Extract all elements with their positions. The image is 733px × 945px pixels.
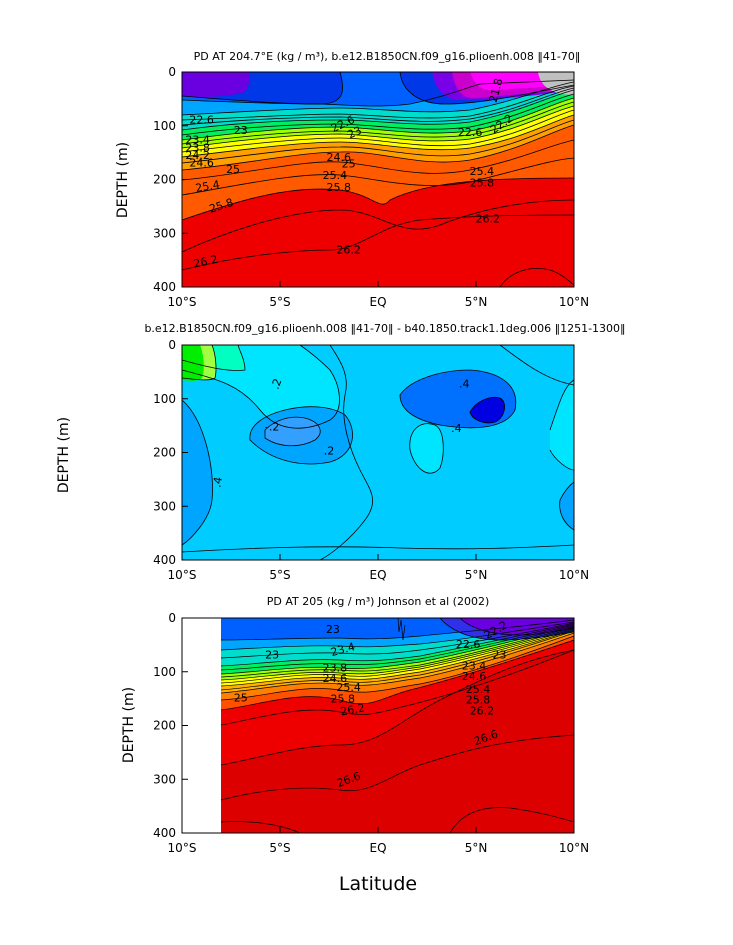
x-tick-label: EQ <box>369 568 386 582</box>
y-tick-label: 100 <box>153 665 176 679</box>
contour-label: 26.2 <box>336 243 361 256</box>
x-tick-label: 5°S <box>269 841 290 855</box>
contour-label: 25.8 <box>330 693 355 706</box>
contour-label: 25.4 <box>336 681 361 694</box>
contour-label: 26.2 <box>476 213 501 226</box>
panel-3-field <box>220 618 574 833</box>
contour-label: 24.6 <box>462 670 487 683</box>
contour-label: 26.2 <box>339 701 365 718</box>
y-tick-label: 300 <box>153 772 176 786</box>
contour-label: 24.6 <box>323 672 348 685</box>
contour-label: -.2 <box>265 421 279 434</box>
x-tick-label: 5°S <box>269 295 290 309</box>
y-tick-label: 400 <box>153 826 176 840</box>
x-tick-label: 5°S <box>269 568 290 582</box>
panel-3: PD AT 205 (kg / m³) Johnson et al (2002) <box>121 595 589 855</box>
panel-2-y-ticks: 0 100 200 300 400 <box>153 338 188 567</box>
panel-1-x-ticks: 10°S 5°S EQ 5°N 10°N <box>168 281 589 309</box>
contour-label: 23.4 <box>462 659 487 672</box>
contour-label: 23.8 <box>185 141 210 154</box>
panel-3-x-ticks: 10°S 5°S EQ 5°N 10°N <box>168 827 589 855</box>
y-tick-label: 0 <box>168 65 176 79</box>
x-tick-label: EQ <box>369 841 386 855</box>
contour-label: .2 <box>324 444 335 457</box>
y-tick-label: 400 <box>153 280 176 294</box>
x-tick-label: 5°N <box>465 841 488 855</box>
contour-label: 23 <box>265 649 279 662</box>
contour-label: 23 <box>234 124 248 137</box>
contour-label: 25.8 <box>470 177 495 190</box>
x-tick-label: 10°S <box>168 295 197 309</box>
panel-2-x-ticks: 10°S 5°S EQ 5°N 10°N <box>168 554 589 582</box>
contour-label: .2 <box>269 377 285 391</box>
y-tick-label: 100 <box>153 392 176 406</box>
panel-2-ylabel: DEPTH (m) <box>56 417 72 493</box>
panel-2-field <box>182 345 574 560</box>
y-tick-label: 0 <box>168 338 176 352</box>
y-tick-label: 200 <box>153 719 176 733</box>
contour-label: 24.6 <box>327 151 352 164</box>
y-tick-label: 200 <box>153 173 176 187</box>
panel-3-ylabel: DEPTH (m) <box>121 687 137 763</box>
contour-label: 24.6 <box>189 156 214 169</box>
contour-label: 23 <box>493 649 507 662</box>
y-tick-label: 0 <box>168 611 176 625</box>
panel-1-field <box>182 72 574 287</box>
contour-label: 25 <box>226 163 240 176</box>
contour-label: 25 <box>234 692 248 705</box>
contour-label: 24.2 <box>185 149 210 162</box>
contour-label: 22.6 <box>189 113 214 126</box>
y-tick-label: 300 <box>153 499 176 513</box>
x-tick-label: 10°S <box>168 841 197 855</box>
contour-label: .4 <box>451 422 462 435</box>
panel-2-title: b.e12.B1850CN.f09_g16.plioenh.008 ‖41-70… <box>144 322 625 335</box>
contour-label: 25.4 <box>470 165 495 178</box>
panel-1-y-ticks: 0 100 200 300 400 <box>153 65 188 294</box>
y-tick-label: 100 <box>153 119 176 133</box>
contour-label: 22.6 <box>458 126 483 139</box>
contour-label: 25.8 <box>327 181 352 194</box>
x-tick-label: 10°N <box>559 841 589 855</box>
panel-3-y-ticks: 0 100 200 300 400 <box>153 611 188 840</box>
y-tick-label: 200 <box>153 446 176 460</box>
contour-label: 25.4 <box>466 683 491 696</box>
contour-label: 25.4 <box>194 178 220 195</box>
x-tick-label: 5°N <box>465 295 488 309</box>
panel-2: b.e12.B1850CN.f09_g16.plioenh.008 ‖41-70… <box>56 322 626 582</box>
y-tick-label: 400 <box>153 553 176 567</box>
contour-label: 23 <box>326 623 340 636</box>
contour-label: 23.4 <box>329 640 356 659</box>
contour-label: 25.8 <box>466 694 491 707</box>
contour-label: 23 <box>346 124 364 142</box>
contour-label: 26.2 <box>470 704 495 717</box>
panel-3-title: PD AT 205 (kg / m³) Johnson et al (2002) <box>267 595 490 608</box>
contour-label: 21.8 <box>487 77 506 104</box>
contour-label: 23.8 <box>323 661 348 674</box>
contour-label: 25.4 <box>323 169 348 182</box>
panel-1: PD AT 204.7°E (kg / m³), b.e12.B1850CN.f… <box>115 50 589 309</box>
panel-1-title: PD AT 204.7°E (kg / m³), b.e12.B1850CN.f… <box>194 50 581 63</box>
x-axis-label: Latitude <box>339 873 417 895</box>
x-tick-label: 10°N <box>559 295 589 309</box>
panel-2-contour-labels: .2 .2 -.2 .4 .4 .4 <box>210 377 469 489</box>
contour-label: 25 <box>342 157 356 170</box>
y-tick-label: 300 <box>153 226 176 240</box>
contour-label: .4 <box>459 378 470 391</box>
contour-label: 22.6 <box>456 638 481 651</box>
contour-label: .4 <box>210 476 225 489</box>
x-tick-label: 10°S <box>168 568 197 582</box>
x-tick-label: 5°N <box>465 568 488 582</box>
contour-label: 23.4 <box>185 134 210 147</box>
x-tick-label: EQ <box>369 295 386 309</box>
contour-label: 26.2 <box>192 253 219 271</box>
panel-1-ylabel: DEPTH (m) <box>115 142 131 218</box>
x-tick-label: 10°N <box>559 568 589 582</box>
